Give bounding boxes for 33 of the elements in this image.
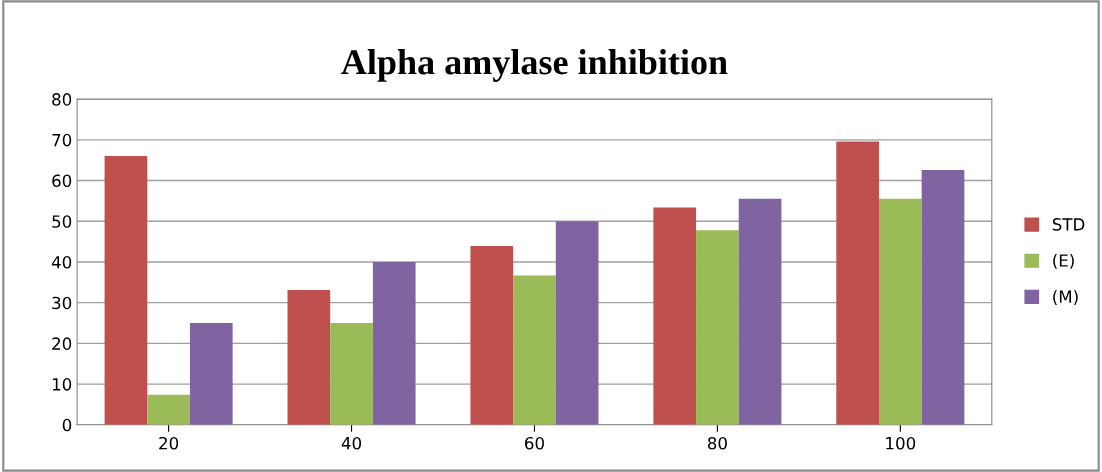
x-tick-label: 80 <box>707 436 727 450</box>
bar <box>921 169 965 425</box>
bar <box>696 230 739 425</box>
y-tick-label: 50 <box>52 215 72 228</box>
y-tick-label: 60 <box>52 174 72 188</box>
x-tick-label: 20 <box>159 436 179 450</box>
bar <box>513 275 556 425</box>
y-tick-label: 0 <box>62 418 72 432</box>
bar <box>836 141 879 425</box>
bar <box>878 198 922 425</box>
y-tick-label: 70 <box>52 133 72 147</box>
legend-label: (M) <box>1053 290 1078 305</box>
bar <box>287 290 331 425</box>
y-tick-label: 30 <box>52 296 72 310</box>
bar <box>147 394 190 425</box>
chart-title: Alpha amylase inhibition <box>341 49 728 82</box>
bar <box>470 246 514 425</box>
bar <box>189 323 233 425</box>
y-tick-label: 40 <box>51 255 72 269</box>
x-tick-label: 40 <box>341 436 362 450</box>
y-tick-label: 10 <box>52 378 72 391</box>
legend-label: STD <box>1052 218 1085 231</box>
y-tick-label: 80 <box>52 93 72 106</box>
y-tick-label: 20 <box>52 337 72 350</box>
bar <box>555 221 599 425</box>
bar <box>738 198 782 425</box>
x-tick-label: 100 <box>886 436 916 450</box>
bar <box>653 207 697 425</box>
legend-label: (E) <box>1053 253 1074 269</box>
x-tick-label: 60 <box>525 436 544 450</box>
bar <box>104 156 148 425</box>
bar <box>330 323 373 425</box>
bar <box>372 261 416 425</box>
